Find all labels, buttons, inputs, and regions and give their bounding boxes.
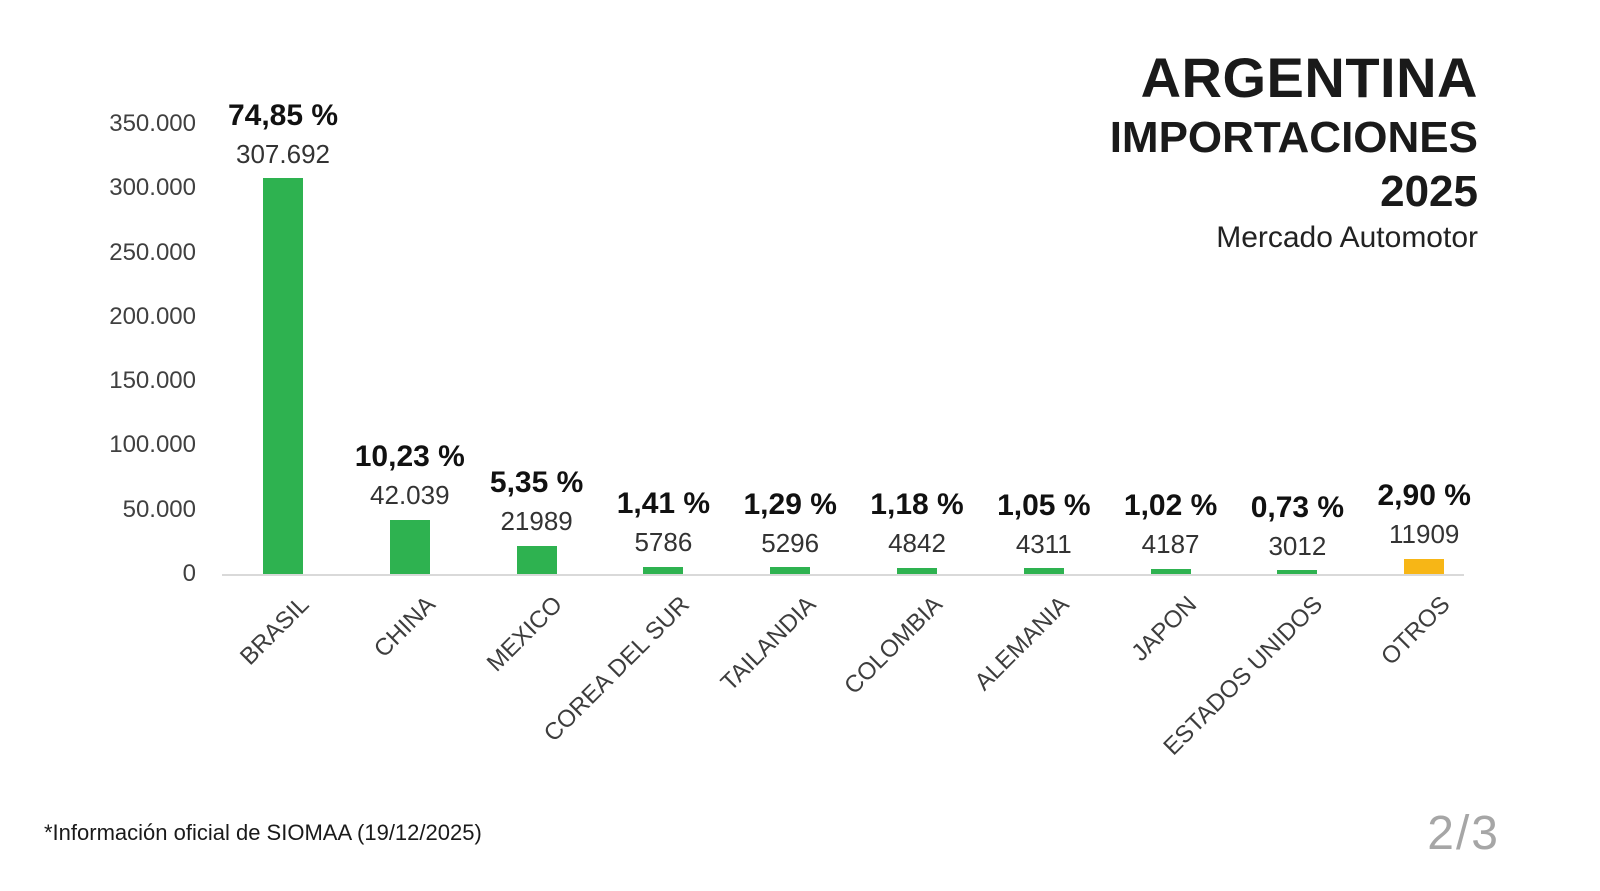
percent-label: 1,41 % [616,486,711,520]
y-axis-tick-label: 50.000 [122,495,196,523]
category-label: CHINA [369,591,441,663]
bar [389,519,430,574]
y-axis-tick-label: 200.000 [109,302,196,330]
value-label: 5786 [634,526,693,557]
bar-column: 1,05 % 4311 [980,489,1107,574]
page-indicator: 2/3 [1427,807,1500,860]
page-title: ARGENTINA [1140,46,1478,109]
bar-column: 5,35 % 21989 [473,466,600,574]
category-label: MEXICO [481,591,568,678]
category-label: COLOMBIA [839,591,949,700]
category-label: TAILANDIA [715,591,822,697]
bar [1404,558,1445,574]
y-axis-tick-label: 100.000 [109,431,196,459]
category-label: BRASIL [234,591,315,671]
percent-label: 0,73 % [1250,490,1345,524]
value-label: 42.039 [370,480,450,511]
bar-column: 1,18 % 4842 [854,488,981,574]
value-label: 4187 [1141,529,1200,560]
page-title-year: 2025 [1380,167,1478,216]
y-axis-tick-label: 350.000 [109,110,196,137]
bar [770,567,811,574]
bar-column: 0,73 % 3012 [1234,491,1361,574]
value-label: 21989 [500,506,573,537]
bar [897,567,937,574]
bar-column: 2,90 % 11909 [1361,479,1488,574]
bar-column: 1,02 % 4187 [1107,489,1234,574]
y-axis-tick-label: 0 [182,560,196,587]
footnote: *Información oficial de SIOMAA (19/12/20… [44,820,482,845]
value-label: 4842 [888,528,946,559]
category-label: OTROS [1375,591,1456,671]
value-label: 3012 [1268,530,1327,561]
bar [643,566,684,574]
bar [516,545,557,574]
percent-label: 1,18 % [870,488,964,522]
y-axis-tick-label: 150.000 [109,367,196,395]
bar-column: 10,23 % 42.039 [346,440,473,574]
bar-column: 1,29 % 5296 [727,488,854,574]
category-label: ALEMANIA [969,591,1075,696]
value-label: 307.692 [236,138,330,169]
percent-label: 1,05 % [997,488,1091,522]
bar [1150,568,1191,574]
page-subtitle: Mercado Automotor [1216,221,1478,254]
percent-label: 1,29 % [743,487,837,521]
bar [1277,570,1318,574]
percent-label: 74,85 % [227,98,339,132]
bar [263,178,303,574]
x-axis-line [222,574,1464,576]
value-label: 11909 [1389,519,1460,550]
value-label: 5296 [761,527,820,558]
bar-column: 1,41 % 5786 [600,487,727,574]
percent-label: 2,90 % [1377,479,1471,513]
page-title-line2: IMPORTACIONES [1109,113,1478,162]
value-label: 4311 [1015,528,1072,559]
percent-label: 1,02 % [1123,489,1218,523]
y-axis-tick-label: 300.000 [109,174,196,202]
title-block: ARGENTINA IMPORTACIONES 2025 Mercado Aut… [1110,50,1478,253]
bar [1023,568,1064,574]
percent-label: 10,23 % [354,440,465,474]
percent-label: 5,35 % [489,466,584,500]
y-axis-tick-label: 250.000 [109,238,196,266]
bar-column: 74,85 % 307.692 [220,99,347,574]
category-label: JAPON [1126,591,1202,667]
